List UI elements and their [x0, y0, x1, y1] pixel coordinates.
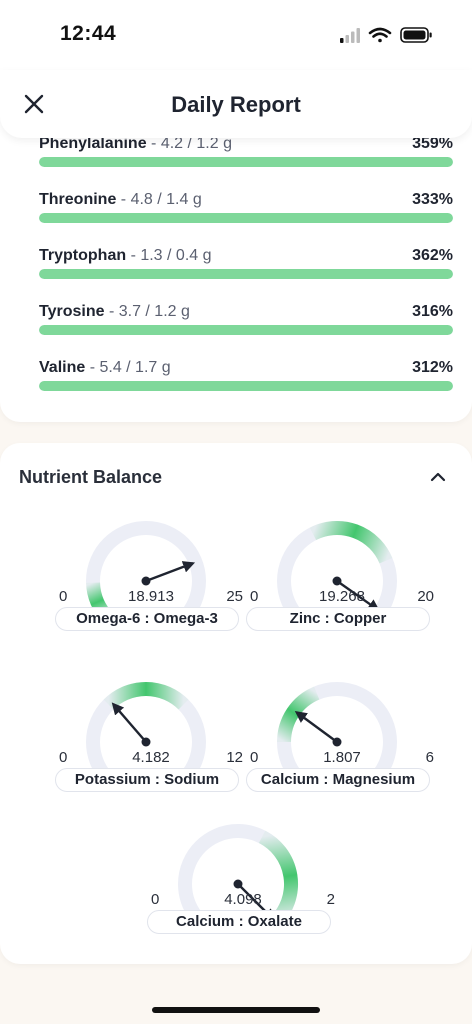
gauge-needle [336, 580, 380, 612]
ratio-gauge[interactable]: 0 1.807 6 Calcium : Magnesium [242, 670, 442, 810]
progress-fill [39, 157, 453, 167]
ratio-gauge[interactable]: 0 18.913 25 Omega-6 : Omega-3 [51, 509, 251, 649]
progress-track [39, 213, 453, 223]
nutrient-amount: - 3.7 / 1.2 g [108, 303, 190, 320]
gauge-optimal-range [103, 681, 189, 710]
gauge-min: 0 [250, 749, 259, 766]
nutrient-amount: - 4.8 / 1.4 g [120, 191, 202, 208]
nutrient-percent: 333% [412, 191, 453, 208]
progress-track [39, 381, 453, 391]
gauge-pivot [233, 879, 243, 889]
gauge-pivot [141, 737, 151, 747]
nutrient-label: Tryptophan - 1.3 / 0.4 g [39, 247, 212, 265]
nutrient-balance-card: Nutrient Balance 0 18.913 25 Omega-6 : Omeg… [0, 443, 472, 964]
battery-icon [400, 27, 432, 43]
status-icons [340, 27, 432, 43]
section-title: Nutrient Balance [19, 467, 163, 487]
gauge-pivot [332, 576, 342, 586]
gauge-min: 0 [59, 588, 68, 605]
gauge-label: Calcium : Magnesium [246, 768, 430, 792]
nutrient-row[interactable]: Phenylalanine - 4.2 / 1.2 g 359% [39, 135, 453, 175]
gauge-max: 6 [425, 749, 434, 766]
nutrient-name: Tyrosine [39, 303, 105, 320]
ratio-gauge[interactable]: 0 4.182 12 Potassium : Sodium [51, 670, 251, 810]
nutrient-name: Threonine [39, 191, 117, 208]
status-time: 12:44 [60, 22, 117, 45]
gauge-needle [294, 710, 338, 743]
collapse-button[interactable] [426, 467, 450, 487]
ratio-gauge[interactable]: 0 4.098 2 Calcium : Oxalate [143, 812, 343, 952]
nutrient-label: Valine - 5.4 / 1.7 g [39, 359, 171, 377]
gauge-min: 0 [151, 891, 160, 908]
gauge-dial [86, 681, 206, 785]
nutrient-list-card: Phenylalanine - 4.2 / 1.2 g 359% Threonine… [0, 100, 472, 422]
gauge-optimal-range [276, 686, 320, 743]
nutrient-percent: 359% [412, 135, 453, 152]
app-header: Daily Report [0, 70, 472, 138]
home-indicator[interactable] [152, 1007, 320, 1013]
gauge-value: 1.807 [323, 749, 361, 766]
gauge-needle [145, 561, 196, 583]
gauge-value: 18.913 [128, 588, 174, 605]
gauge-max: 12 [226, 749, 243, 766]
nutrient-percent: 312% [412, 359, 453, 376]
gauge-min: 0 [250, 588, 259, 605]
gauge-min: 0 [59, 749, 68, 766]
nutrient-row[interactable]: Tyrosine - 3.7 / 1.2 g 316% [39, 303, 453, 343]
gauge-value: 4.182 [132, 749, 170, 766]
progress-track [39, 325, 453, 335]
nutrient-name: Tryptophan [39, 247, 127, 264]
wifi-icon [368, 27, 392, 43]
gauge-pivot [332, 737, 342, 747]
cellular-signal-icon [340, 28, 360, 43]
nutrient-percent: 316% [412, 303, 453, 320]
nutrient-row[interactable]: Threonine - 4.8 / 1.4 g 333% [39, 191, 453, 231]
nutrient-label: Threonine - 4.8 / 1.4 g [39, 191, 202, 209]
gauge-dial [277, 521, 397, 624]
ratio-gauge[interactable]: 0 19.268 20 Zinc : Copper [242, 509, 442, 649]
nutrient-label: Tyrosine - 3.7 / 1.2 g [39, 303, 190, 321]
nutrient-amount: - 1.3 / 0.4 g [130, 247, 212, 264]
gauge-max: 2 [326, 891, 335, 908]
gauge-optimal-range [258, 830, 299, 927]
gauge-max: 25 [226, 588, 243, 605]
page-title: Daily Report [171, 92, 301, 117]
progress-fill [39, 325, 453, 335]
progress-fill [39, 269, 453, 279]
nutrient-amount: - 5.4 / 1.7 g [89, 359, 171, 376]
progress-fill [39, 213, 453, 223]
gauge-max: 20 [417, 588, 434, 605]
gauge-label: Omega-6 : Omega-3 [55, 607, 239, 631]
nutrient-name: Phenylalanine [39, 135, 147, 152]
close-button[interactable] [20, 90, 48, 118]
gauge-label: Calcium : Oxalate [147, 910, 331, 934]
close-icon [24, 94, 44, 114]
nutrient-row[interactable]: Tryptophan - 1.3 / 0.4 g 362% [39, 247, 453, 287]
gauge-pivot [141, 576, 151, 586]
status-bar: 12:44 [0, 0, 472, 70]
gauge-value: 4.098 [224, 891, 262, 908]
gauge-dial [276, 682, 397, 785]
gauge-needle [111, 702, 147, 743]
nutrient-percent: 362% [412, 247, 453, 264]
chevron-up-icon [430, 472, 446, 482]
nutrient-label: Phenylalanine - 4.2 / 1.2 g [39, 135, 232, 153]
nutrient-name: Valine [39, 359, 86, 376]
gauge-label: Zinc : Copper [246, 607, 430, 631]
progress-track [39, 157, 453, 167]
gauge-optimal-range [309, 521, 393, 564]
nutrient-row[interactable]: Valine - 5.4 / 1.7 g 312% [39, 359, 453, 399]
progress-fill [39, 381, 453, 391]
gauge-label: Potassium : Sodium [55, 768, 239, 792]
gauge-value: 19.268 [319, 588, 365, 605]
progress-track [39, 269, 453, 279]
nutrient-amount: - 4.2 / 1.2 g [151, 135, 232, 152]
gauge-track [277, 682, 397, 785]
